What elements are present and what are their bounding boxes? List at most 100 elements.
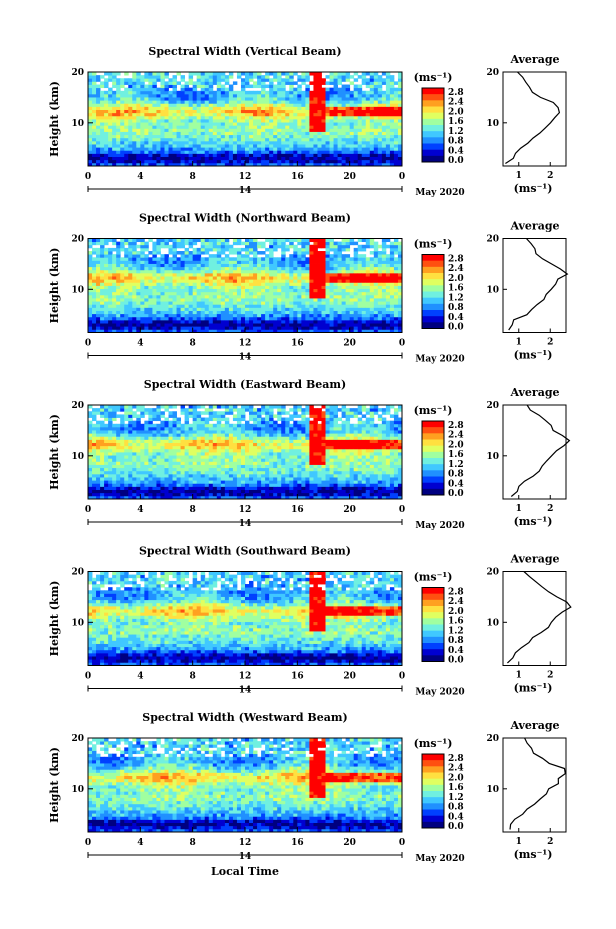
heatmap-cell	[329, 162, 334, 167]
heatmap-cell	[337, 93, 343, 98]
heatmap-cell	[144, 254, 149, 258]
heatmap-cell	[220, 316, 226, 321]
heatmap-cell	[333, 93, 338, 98]
heatmap-cell	[369, 272, 375, 277]
heatmap-cell	[301, 272, 306, 277]
heatmap-cell	[204, 122, 210, 126]
heatmap-cell	[200, 134, 206, 139]
heatmap-cell	[281, 119, 286, 123]
heatmap-cell	[116, 489, 121, 494]
heatmap-cell	[88, 109, 93, 114]
heatmap-cell	[172, 282, 177, 286]
heatmap-cell	[88, 147, 93, 151]
heatmap-cell	[88, 414, 93, 418]
heatmap-cell	[88, 81, 93, 85]
heatmap-cell	[305, 276, 310, 280]
heatmap-cell	[329, 301, 334, 305]
heatmap-cell	[289, 137, 294, 142]
heatmap-cell	[188, 90, 194, 95]
heatmap-cell	[108, 417, 113, 422]
heatmap-cell	[200, 156, 206, 161]
heatmap-cell	[108, 100, 113, 104]
heatmap-cell	[361, 144, 367, 148]
heatmap-cell	[96, 326, 101, 330]
heatmap-cell	[152, 87, 157, 92]
heatmap-cell	[104, 263, 109, 268]
heatmap-cell	[249, 125, 254, 129]
heatmap-cell	[136, 109, 141, 114]
heatmap-cell	[357, 307, 363, 311]
heatmap-cell	[92, 430, 97, 434]
heatmap-cell	[172, 103, 177, 107]
heatmap-cell	[309, 251, 314, 255]
heatmap-cell	[176, 294, 181, 299]
heatmap-cell	[265, 316, 270, 321]
heatmap-cell	[128, 326, 133, 330]
heatmap-cell	[144, 150, 149, 154]
heatmap-cell	[192, 260, 198, 264]
heatmap-cell	[168, 301, 173, 305]
heatmap-cell	[253, 137, 258, 142]
heatmap-cell	[369, 304, 375, 308]
heatmap-cell	[148, 128, 153, 132]
heatmap-cell	[337, 150, 343, 154]
heatmap-cell	[389, 122, 395, 126]
heatmap-cell	[200, 307, 206, 311]
heatmap-cell	[341, 326, 347, 330]
heatmap-cell	[321, 294, 326, 299]
heatmap-cell	[88, 452, 93, 456]
heatmap-cell	[188, 134, 194, 139]
heatmap-cell	[180, 112, 186, 117]
heatmap-cell	[204, 140, 210, 145]
heatmap-cell	[172, 162, 177, 167]
heatmap-cell	[224, 119, 230, 123]
heatmap-cell	[349, 162, 355, 167]
heatmap-cell	[108, 134, 113, 139]
heatmap-cell	[377, 319, 383, 324]
heatmap-cell	[200, 119, 206, 123]
heatmap-cell	[160, 93, 165, 98]
heatmap-cell	[112, 269, 117, 274]
heatmap-cell	[345, 266, 351, 271]
heatmap-cell	[333, 112, 338, 117]
heatmap-cell	[373, 140, 379, 145]
heatmap-cell	[345, 326, 351, 330]
heatmap-cell	[148, 251, 153, 255]
heatmap-cell	[397, 329, 403, 333]
heatmap-cell	[329, 329, 334, 333]
heatmap-cell	[192, 241, 198, 246]
heatmap-cell	[184, 282, 190, 286]
heatmap-cell	[289, 244, 294, 249]
heatmap-cell	[96, 238, 101, 243]
heatmap-cell	[341, 285, 347, 290]
heatmap-cell	[249, 72, 254, 76]
heatmap-cell	[309, 313, 314, 318]
heatmap-cell	[124, 458, 129, 462]
heatmap-cell	[128, 445, 133, 450]
heatmap-cell	[369, 238, 375, 243]
heatmap-cell	[172, 276, 177, 280]
heatmap-cell	[92, 137, 97, 142]
heatmap-cell	[108, 257, 113, 261]
heatmap-cell	[156, 272, 161, 277]
heatmap-cell	[88, 97, 93, 101]
heatmap-cell	[228, 269, 234, 274]
heatmap-cell	[100, 310, 105, 315]
heatmap-cell	[361, 319, 367, 324]
heatmap-cell	[176, 326, 181, 330]
heatmap-cell	[273, 319, 278, 324]
x-tick-label: 20	[343, 339, 356, 349]
heatmap-cell	[88, 405, 93, 409]
heatmap-cell	[281, 260, 286, 264]
heatmap-cell	[156, 137, 161, 142]
heatmap-cell	[305, 87, 310, 92]
heatmap-cell	[345, 323, 351, 327]
heatmap-cell	[245, 137, 250, 142]
heatmap-cell	[389, 288, 395, 293]
heatmap-cell	[156, 323, 161, 327]
heatmap-cell	[220, 106, 226, 110]
heatmap-cell	[269, 304, 274, 308]
heatmap-cell	[100, 251, 105, 255]
heatmap-cell	[329, 316, 334, 321]
heatmap-cell	[224, 125, 230, 129]
